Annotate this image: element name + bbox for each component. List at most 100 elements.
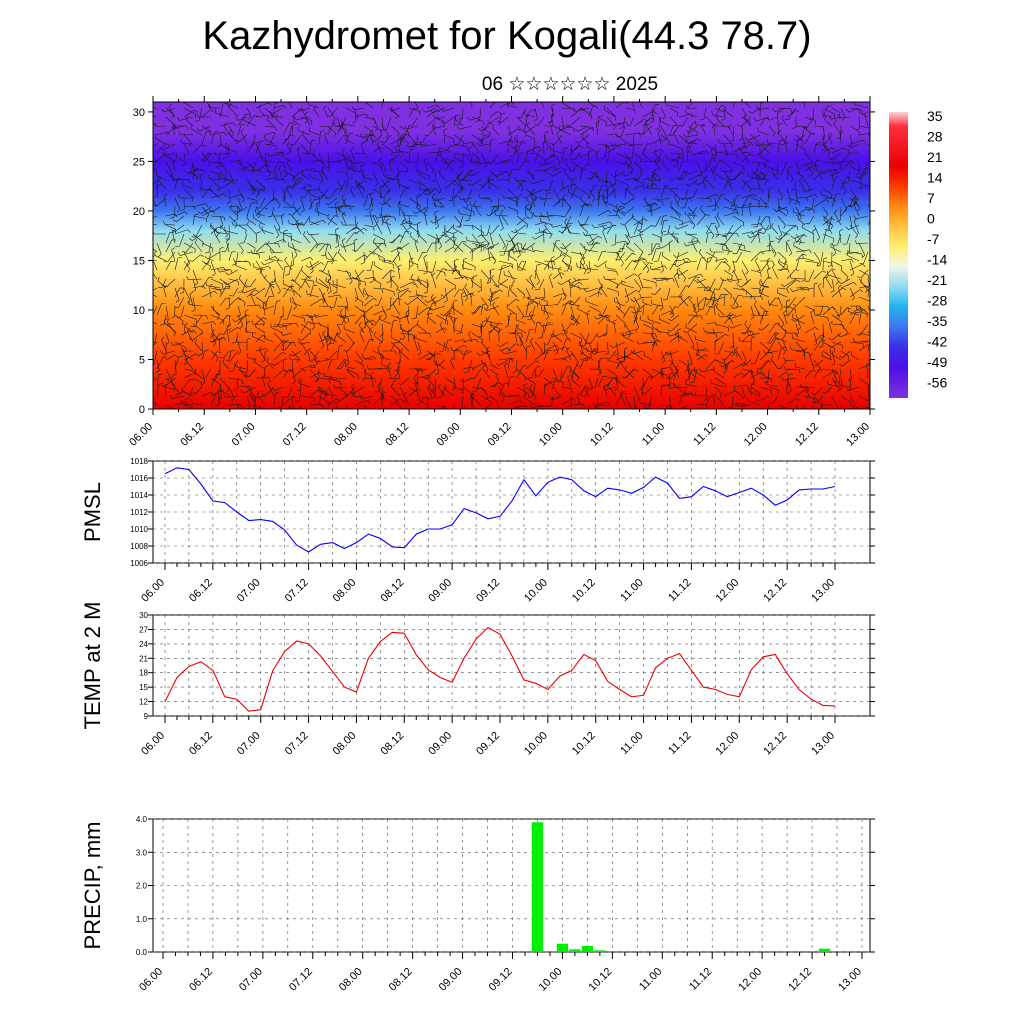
time-tick-label: 11.00 [637, 966, 664, 993]
time-tick-label: 12.12 [786, 966, 814, 994]
grid-lines [153, 460, 870, 564]
precip-bar [531, 822, 543, 952]
time-tick-label: 07.12 [283, 577, 311, 605]
precip-bar [556, 943, 568, 952]
time-tick-label: 06.00 [137, 966, 165, 994]
time-tick-label: 09.12 [487, 966, 515, 994]
y-tick-label: 18 [139, 669, 148, 678]
time-tick-label: 07.00 [235, 577, 263, 605]
time-tick-label: 11.12 [666, 730, 693, 757]
wind-barb-paths [153, 102, 870, 409]
time-tick-label: 07.00 [235, 730, 263, 758]
colorbar-label: 0 [927, 211, 935, 227]
y-tick-label: 3.0 [136, 848, 148, 857]
y-tick-label: 0 [139, 404, 145, 416]
colorbar-label: -35 [927, 313, 947, 329]
time-tick-label: 07.00 [237, 966, 265, 994]
y-tick-label: 9 [144, 712, 149, 721]
time-tick-label: 06.00 [127, 421, 155, 449]
time-tick-label: 08.12 [383, 421, 411, 449]
time-tick-label: 07.12 [283, 730, 311, 758]
time-tick-label: 10.12 [570, 730, 598, 758]
y-tick-label: 0.0 [136, 948, 148, 957]
y-axis-label: PMSL [80, 482, 105, 542]
time-tick-label: 12.12 [761, 577, 789, 605]
time-tick-label: 12.00 [713, 577, 741, 605]
temperature-chart: 9 12 15 18 21 24 27 30 06.00 06.12 07.00 07.12 08.00… [80, 602, 875, 758]
y-tick-label: 1016 [130, 474, 148, 483]
time-tick-label: 08.00 [332, 421, 360, 449]
time-tick-label: 12.00 [736, 966, 764, 994]
grid-lines [153, 818, 870, 953]
time-tick-label: 06.12 [187, 577, 215, 605]
colorbar-label: 14 [927, 170, 943, 186]
vertical-profile-chart: 0 5 10 15 20 25 30 06.00 06.12 07.00 07.12 08.00 08.… [127, 96, 947, 449]
time-tick-label: 11.12 [687, 966, 714, 993]
y-axis-label: TEMP at 2 M [80, 602, 105, 730]
time-tick-label: 07.00 [230, 421, 258, 449]
series-line [164, 626, 836, 712]
precip-bar [818, 948, 831, 952]
y-tick-label: 1014 [130, 491, 148, 500]
time-tick-label: 12.00 [742, 421, 770, 449]
y-tick-label: 12 [139, 698, 148, 707]
time-tick-label: 13.00 [809, 730, 837, 758]
page-subtitle: 06 ☆☆☆☆☆☆ 2025 [481, 74, 659, 95]
grid-lines [153, 614, 870, 717]
y-tick-label: 1012 [130, 508, 148, 517]
time-tick-label: 09.00 [426, 730, 454, 758]
time-tick-label: 07.12 [287, 966, 315, 994]
time-tick-label: 11.00 [618, 730, 645, 757]
time-tick-label: 13.00 [836, 966, 864, 994]
y-tick-label: 15 [133, 255, 145, 267]
time-tick-label: 08.12 [387, 966, 415, 994]
y-tick-label: 24 [139, 640, 148, 649]
time-tick-label: 10.00 [537, 966, 565, 994]
heatmap-field [153, 102, 870, 409]
time-tick-label: 09.00 [426, 577, 454, 605]
y-tick-label: 1008 [130, 542, 148, 551]
colorbar-label: -21 [927, 272, 947, 288]
time-tick-label: 09.00 [437, 966, 465, 994]
colorbar-label: -28 [927, 293, 947, 309]
colorbar [889, 112, 908, 398]
time-tick-label: 10.00 [522, 577, 550, 605]
colorbar-label: -14 [927, 252, 947, 268]
wind-barbs [153, 102, 870, 409]
time-tick-label: 12.12 [793, 421, 821, 449]
time-tick-label: 11.00 [640, 421, 667, 448]
time-tick-label: 08.00 [331, 577, 359, 605]
y-tick-label: 5 [139, 354, 145, 366]
time-tick-label: 11.00 [618, 577, 645, 604]
colorbar-label: -7 [927, 231, 940, 247]
time-tick-label: 09.12 [486, 421, 514, 449]
colorbar-label: 35 [927, 108, 943, 124]
colorbar-label: -49 [927, 354, 947, 370]
y-axis-label: PRECIP, mm [80, 822, 105, 950]
precip-bar [594, 950, 606, 952]
y-tick-label: 30 [139, 611, 148, 620]
time-tick-label: 10.00 [522, 730, 550, 758]
precip-bar [581, 946, 593, 952]
y-tick-label: 15 [139, 683, 148, 692]
time-tick-label: 06.00 [139, 577, 167, 605]
y-tick-label: 1.0 [136, 915, 148, 924]
y-tick-label: 2.0 [136, 882, 148, 891]
time-tick-label: 06.00 [139, 730, 167, 758]
time-tick-label: 13.00 [809, 577, 837, 605]
colorbar-label: 21 [927, 149, 943, 165]
time-tick-label: 10.00 [537, 421, 565, 449]
colorbar-label: 28 [927, 129, 943, 145]
colorbar-label: -42 [927, 334, 947, 350]
precipitation-chart: 0.0 1.0 2.0 3.0 4.0 06.00 06.12 07.00 07.12 08.00… [80, 815, 875, 994]
time-tick-label: 12.12 [761, 730, 789, 758]
colorbar-label: 7 [927, 190, 935, 206]
time-tick-label: 12.00 [713, 730, 741, 758]
pmsl-chart: 1006 1008 1010 1012 1014 1016 1018 06.00 06.12 07… [80, 457, 875, 605]
page-title: Kazhydromet for Kogali(44.3 78.7) [202, 14, 812, 58]
time-tick-label: 08.00 [337, 966, 365, 994]
time-tick-label: 11.12 [666, 577, 693, 604]
time-tick-label: 06.12 [178, 421, 206, 449]
time-tick-label: 11.12 [691, 421, 718, 448]
